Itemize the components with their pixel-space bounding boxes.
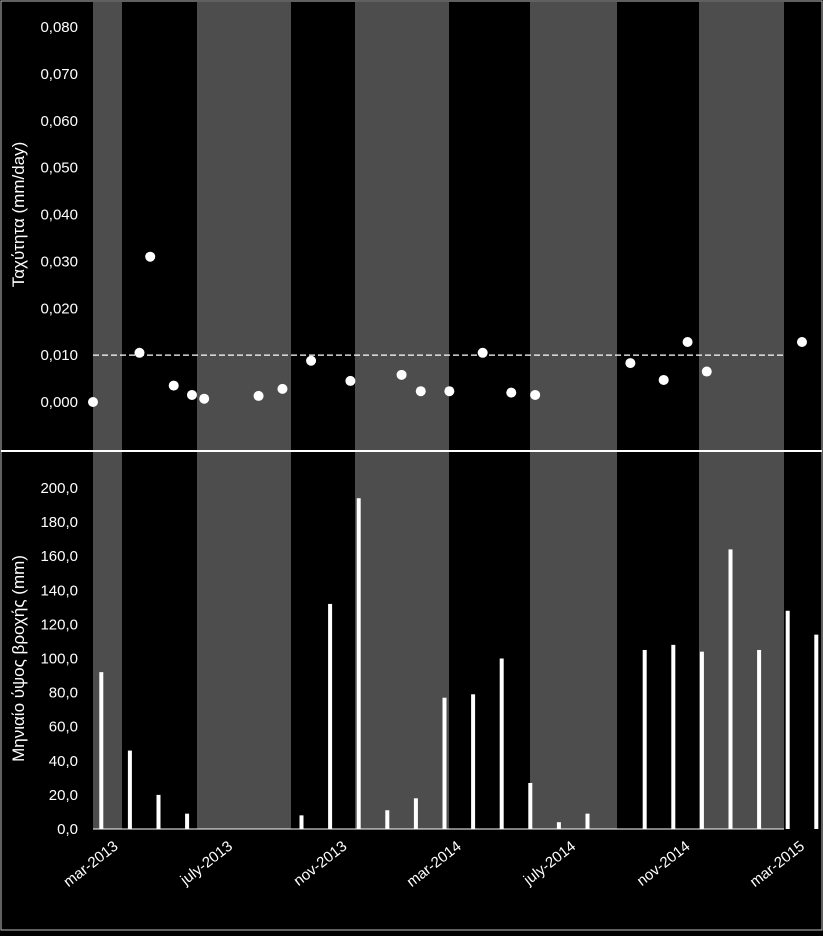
velocity-point [199, 393, 210, 404]
shaded-band-top-0 [93, 2, 122, 450]
rain-bar [185, 813, 190, 829]
shaded-band-top-3 [530, 2, 617, 450]
velocity-y-tick-label: 0,000 [40, 394, 78, 411]
velocity-point [701, 366, 712, 377]
velocity-point [134, 347, 145, 358]
velocity-point [444, 386, 455, 397]
rain-bar [585, 813, 590, 829]
shaded-band-top-2 [355, 2, 449, 450]
rain-bar [99, 672, 104, 829]
rain-x-tick-label: mar-2014 [404, 838, 465, 891]
velocity-y-tick-label: 0,060 [40, 113, 78, 130]
velocity-y-tick-label: 0,020 [40, 300, 78, 317]
rain-x-tick-label: july-2014 [520, 838, 579, 889]
velocity-y-tick-label: 0,050 [40, 160, 78, 177]
rain-y-tick-label: 60,0 [49, 719, 78, 736]
velocity-point [306, 355, 317, 366]
rain-y-tick-label: 20,0 [49, 787, 78, 804]
velocity-point [168, 380, 179, 391]
velocity-y-tick-label: 0,070 [40, 66, 78, 83]
velocity-point [415, 386, 426, 397]
rain-bar [671, 644, 676, 829]
shaded-band-bottom-3 [530, 452, 617, 829]
rain-bar [442, 697, 447, 829]
rain-y-tick-label: 0,0 [57, 821, 78, 838]
velocity-y-tick-label: 0,010 [40, 347, 78, 364]
shaded-band-bottom-2 [355, 452, 449, 829]
shaded-band-top-1 [197, 2, 291, 450]
velocity-point [530, 389, 541, 400]
shaded-band-bottom-4 [699, 452, 784, 829]
shaded-band-bottom-1 [197, 452, 291, 829]
rain-y-tick-label: 100,0 [40, 651, 78, 668]
rain-bar [385, 810, 390, 829]
rain-bar [728, 549, 733, 829]
velocity-y-tick-label: 0,080 [40, 19, 78, 36]
velocity-point [345, 375, 356, 386]
rain-x-tick-label: mar-2015 [747, 838, 808, 891]
rain-bar [413, 798, 418, 829]
velocity-y-axis-label: Ταχύτητα (mm/day) [9, 142, 28, 288]
rain-y-tick-label: 120,0 [40, 616, 78, 633]
velocity-y-tick-label: 0,030 [40, 253, 78, 270]
velocity-point [145, 251, 156, 262]
rain-x-tick-label: july-2013 [177, 838, 236, 889]
rain-bar [499, 658, 504, 829]
velocity-point [682, 337, 693, 347]
velocity-point [796, 337, 807, 347]
rain-bar [757, 649, 762, 829]
velocity-point [658, 374, 669, 385]
rain-y-tick-label: 180,0 [40, 514, 78, 531]
velocity-point [396, 369, 407, 380]
rain-bar [556, 822, 561, 829]
shaded-band-bottom-0 [93, 452, 122, 829]
rain-bar [356, 498, 361, 829]
rain-y-tick-label: 80,0 [49, 685, 78, 702]
rain-bar [156, 794, 161, 829]
rain-bar [299, 815, 304, 829]
rain-bar [328, 603, 333, 829]
rain-bar [785, 610, 790, 829]
rain-x-tick-label: nov-2014 [634, 838, 694, 890]
velocity-y-tick-label: 0,040 [40, 207, 78, 224]
velocity-point [477, 347, 488, 358]
rain-y-tick-label: 160,0 [40, 548, 78, 565]
velocity-point [88, 397, 98, 407]
rain-bar [127, 750, 132, 829]
rain-bar [471, 694, 476, 829]
velocity-point [253, 390, 264, 401]
velocity-point [277, 383, 288, 394]
rain-bar [699, 651, 704, 829]
rain-bar [642, 649, 647, 829]
rain-y-axis-label: Μηνιαίο ύψος βροχής (mm) [9, 555, 28, 762]
rain-bar [814, 634, 819, 829]
velocity-point [506, 387, 517, 398]
rain-x-tick-label: nov-2013 [290, 838, 350, 890]
shaded-band-top-4 [699, 2, 784, 450]
rain-x-tick-label: mar-2013 [60, 838, 121, 891]
velocity-point [186, 389, 197, 400]
rain-y-tick-label: 200,0 [40, 480, 78, 497]
velocity-point [625, 358, 636, 369]
rain-y-tick-label: 140,0 [40, 582, 78, 599]
rain-bar [528, 782, 533, 829]
rain-y-tick-label: 40,0 [49, 753, 78, 770]
